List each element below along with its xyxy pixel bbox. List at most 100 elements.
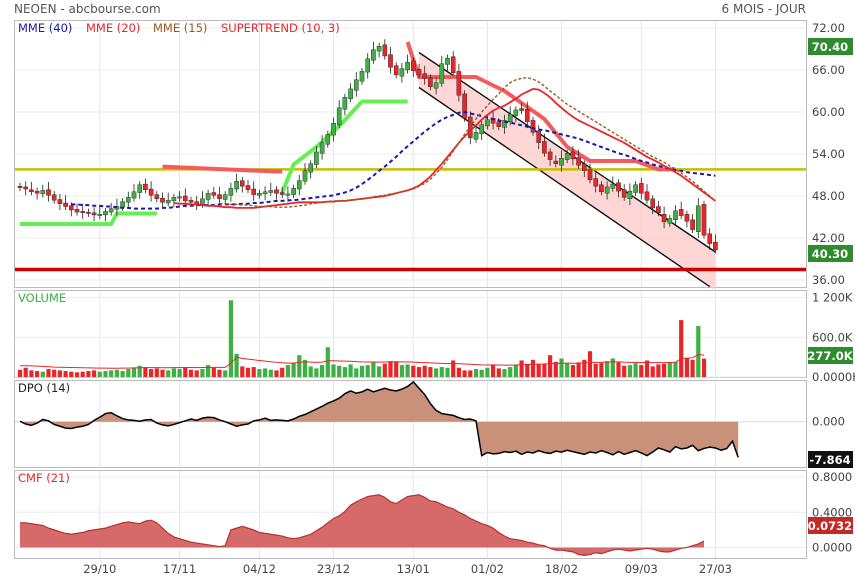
price-legend: MME (40) MME (20) MME (15) SUPERTREND (1… — [18, 21, 340, 35]
candle — [371, 49, 376, 61]
candle — [616, 182, 621, 192]
volume-bar — [525, 363, 530, 377]
candle — [359, 71, 365, 82]
candle — [194, 201, 200, 204]
candle — [228, 188, 234, 196]
candle — [661, 213, 667, 223]
candle — [17, 185, 23, 188]
dpo-last-label: -7.864 — [809, 453, 850, 467]
candle — [507, 113, 513, 122]
volume-bar — [263, 368, 268, 377]
candle — [553, 160, 559, 164]
volume-bar — [536, 364, 541, 377]
candle — [57, 199, 63, 204]
candle — [108, 208, 114, 213]
volume-bar — [576, 362, 581, 377]
supertrend-up-segment — [20, 211, 157, 226]
volume-bar — [701, 358, 707, 377]
candle — [325, 134, 331, 145]
volume-bar — [29, 370, 34, 377]
volume-panel — [17, 300, 707, 377]
date-tick-label: 23/12 — [317, 562, 350, 576]
volume-bars — [17, 300, 707, 377]
cmf-area — [20, 494, 704, 556]
volume-bar — [679, 320, 684, 377]
candle — [80, 211, 85, 213]
panel-frames — [14, 20, 807, 559]
volume-bar — [485, 367, 490, 377]
volume-bar — [468, 370, 473, 377]
volume-bar — [97, 371, 102, 377]
volume-bar — [166, 370, 171, 377]
volume-tick-label: 600.0K — [812, 330, 853, 344]
candle — [137, 184, 143, 193]
volume-bar — [502, 369, 507, 377]
volume-bar — [177, 369, 182, 377]
candle — [268, 190, 274, 193]
volume-bar — [445, 367, 450, 377]
candle — [68, 205, 74, 211]
candle — [667, 218, 673, 224]
candle — [547, 151, 553, 160]
volume-bar — [371, 362, 376, 377]
candle — [593, 178, 598, 187]
price-panel — [15, 39, 806, 291]
trend-channel-fill — [419, 52, 716, 291]
volume-bar — [74, 372, 80, 377]
volume-last-label: 277.0K — [807, 349, 853, 363]
price-tick-label: 48.00 — [812, 189, 845, 203]
candle — [633, 184, 638, 193]
candle — [125, 197, 131, 203]
candle — [63, 202, 68, 207]
volume-bar — [587, 351, 593, 377]
candle — [342, 97, 348, 110]
candle — [171, 197, 177, 202]
volume-bar — [268, 369, 273, 377]
candle — [251, 188, 257, 195]
candle — [382, 44, 388, 57]
volume-bar — [667, 362, 672, 377]
volume-bar — [223, 370, 228, 377]
volume-bar — [131, 367, 137, 377]
volume-bar — [200, 369, 205, 377]
dpo-title: DPO (14) — [18, 381, 70, 395]
volume-bar — [40, 371, 45, 377]
candle — [319, 142, 325, 154]
price-tick-label: 36.00 — [812, 273, 845, 287]
candle — [564, 153, 570, 160]
volume-bar — [103, 371, 108, 377]
volume-bar — [473, 369, 479, 377]
volume-bar — [377, 366, 382, 377]
legend-mme20: MME (20) — [86, 21, 140, 35]
cmf-y-axis: 0.8000 0.4000 0.0000 — [812, 470, 852, 554]
candle — [348, 88, 353, 99]
volume-y-axis: 1 200K 600.0K 0.0000K — [812, 291, 855, 384]
volume-bar — [337, 365, 342, 377]
candle — [262, 191, 268, 195]
cmf-panel — [20, 494, 705, 556]
volume-bar — [599, 363, 604, 377]
volume-bar — [656, 364, 661, 377]
candle — [422, 73, 428, 79]
volume-bar — [582, 359, 587, 377]
candle — [644, 191, 650, 201]
candle — [331, 122, 336, 136]
chart-header-right: 6 MOIS - JOUR — [722, 2, 806, 16]
volume-bar — [605, 361, 610, 377]
volume-bar — [160, 369, 165, 377]
volume-bar — [451, 360, 456, 377]
volume-average-line — [20, 353, 705, 369]
volume-bar — [257, 369, 262, 377]
volume-bar — [462, 370, 467, 377]
candle — [673, 210, 678, 220]
volume-bar — [570, 365, 575, 377]
candle — [713, 241, 718, 251]
candle — [496, 121, 502, 127]
date-x-axis: 29/10 17/11 04/12 23/12 13/01 01/02 18/02 09/03… — [83, 562, 732, 576]
candle — [462, 93, 467, 119]
date-tick-label: 29/10 — [83, 562, 116, 576]
volume-bar — [114, 369, 119, 377]
candle — [354, 79, 359, 91]
volume-bar — [109, 370, 114, 377]
cmf-line — [20, 494, 705, 556]
